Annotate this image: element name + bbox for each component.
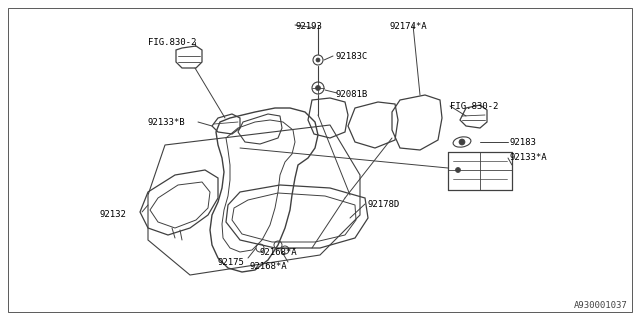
Text: 92174*A: 92174*A (390, 22, 428, 31)
Text: 92193: 92193 (295, 22, 322, 31)
Text: 92133*B: 92133*B (148, 118, 186, 127)
Circle shape (459, 139, 465, 145)
Text: 92178D: 92178D (368, 200, 400, 209)
Text: 92132: 92132 (100, 210, 127, 219)
Circle shape (316, 58, 320, 62)
Text: 92168*A: 92168*A (260, 248, 298, 257)
Text: 92175: 92175 (218, 258, 245, 267)
Circle shape (316, 85, 321, 91)
Text: 92081B: 92081B (335, 90, 367, 99)
Text: 92183: 92183 (510, 138, 537, 147)
Text: 92183C: 92183C (335, 52, 367, 61)
Text: FIG.830-2: FIG.830-2 (450, 102, 499, 111)
Text: A930001037: A930001037 (574, 301, 628, 310)
Text: 92168*A: 92168*A (250, 262, 287, 271)
Text: 92133*A: 92133*A (510, 153, 548, 162)
Circle shape (456, 167, 461, 172)
Text: FIG.830-2: FIG.830-2 (148, 38, 196, 47)
